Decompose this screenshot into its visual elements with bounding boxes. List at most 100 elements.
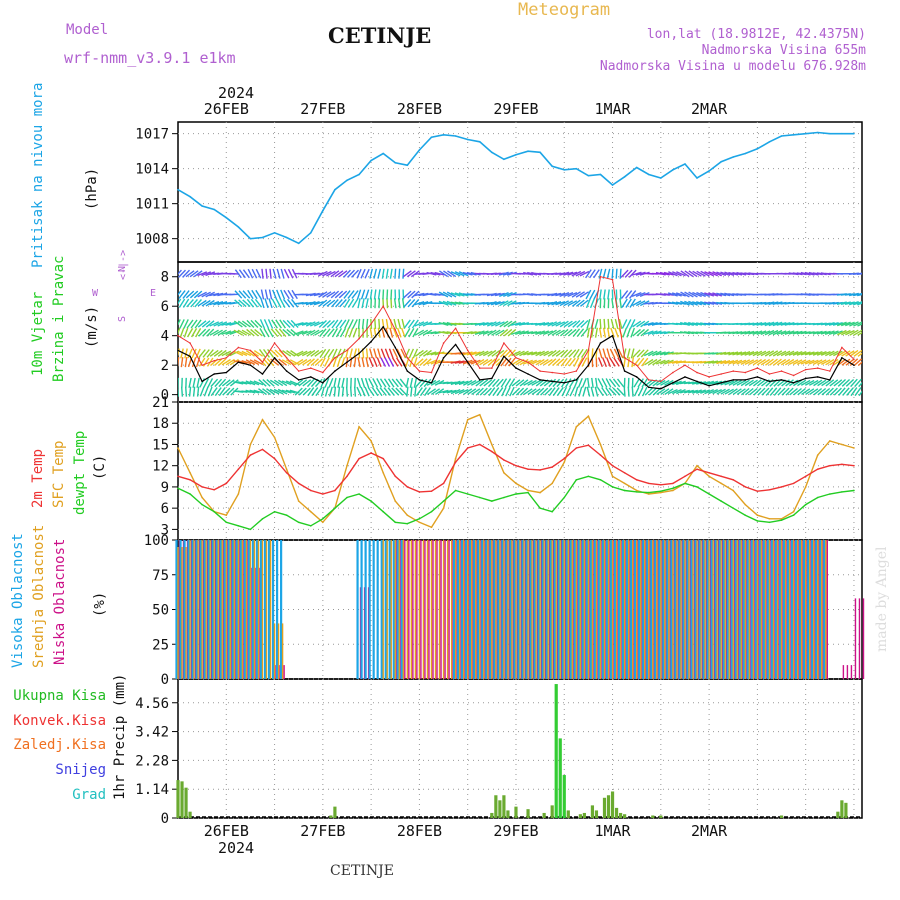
wind-arrow	[322, 299, 332, 307]
temp-sfc-line-point	[503, 471, 505, 474]
wind-tick-label: 6	[161, 299, 169, 315]
wind-arrow	[581, 377, 587, 388]
temp-sfc-line-point	[430, 526, 433, 529]
pressure-line-point	[466, 138, 469, 141]
wind-arrow	[640, 349, 649, 358]
wind-arrow	[796, 350, 807, 356]
wind-arrow	[269, 388, 280, 395]
wind-arrow	[575, 299, 585, 307]
wind-arrow	[543, 350, 553, 357]
temp-sfc-line-point	[792, 510, 795, 513]
wind-arrow	[824, 330, 835, 336]
wind-arrow	[478, 322, 489, 326]
gust-line-point	[358, 337, 360, 340]
wind-arrow	[287, 289, 294, 300]
wind-arrow	[504, 357, 512, 367]
wind-arrow	[629, 319, 636, 329]
wind-arrow	[820, 330, 831, 335]
pressure-line-point	[454, 135, 457, 137]
wind-arrow	[647, 350, 658, 357]
wind-arrow	[310, 358, 319, 367]
temp-sfc-line-point	[309, 510, 312, 513]
pressure-line-point	[635, 166, 638, 169]
panel-frame	[177, 401, 863, 541]
wind-arrow	[383, 387, 391, 396]
wind-arrow	[233, 320, 243, 328]
precip-bar	[494, 795, 498, 818]
day-label-top: 28FEB	[397, 100, 442, 118]
temp-dewpt-line-point	[587, 475, 590, 478]
precip-tick-label: 3.42	[135, 725, 169, 741]
temp-2m-line-point	[237, 468, 240, 471]
wind-arrow	[283, 268, 290, 279]
wind-arrow	[535, 322, 546, 326]
wind-arrow	[330, 270, 340, 278]
wind-arrow	[836, 301, 847, 306]
wind-arrow	[594, 318, 599, 329]
gust-line-point	[478, 367, 481, 369]
wind-arrow	[178, 269, 182, 275]
cloud-tick-label: 75	[152, 568, 169, 584]
compass-arrow: <-|->	[118, 250, 129, 280]
wind-arrow	[800, 359, 811, 365]
wind-arrow	[788, 350, 799, 356]
wind-speed-line-point	[563, 382, 566, 384]
temp-sfc-line-point	[515, 482, 517, 485]
wind-arrow	[535, 358, 545, 366]
wind-arrow	[559, 300, 570, 307]
wind-arrow	[414, 300, 425, 306]
precip-bar	[329, 815, 333, 818]
wind-arrow	[523, 379, 533, 386]
wind-arrow	[637, 378, 644, 388]
wind-arrow	[419, 378, 428, 388]
wind-arrow	[324, 377, 330, 388]
temp-ylabel: 2m Temp	[30, 449, 46, 508]
wind-arrow	[438, 300, 449, 306]
wind-arrow	[301, 350, 312, 357]
wind-speed-line-point	[297, 379, 300, 381]
wind-arrow	[408, 328, 415, 338]
wind-arrow	[683, 389, 695, 394]
wind-arrow	[307, 387, 315, 397]
wind-arrow	[708, 301, 719, 305]
wind-arrow	[503, 328, 513, 337]
wind-arrow	[680, 291, 690, 298]
precip-bar	[566, 810, 570, 818]
wind-arrow	[576, 319, 585, 328]
wind-arrow	[187, 348, 193, 359]
legend-convective-rain: Konvek.Kisa	[13, 713, 106, 729]
temp-2m-line-point	[829, 464, 831, 467]
wind-arrow	[439, 270, 449, 278]
wind-arrow	[289, 359, 300, 366]
wind-arrow	[840, 321, 851, 327]
wind-arrow	[369, 268, 374, 279]
wind-arrow	[849, 358, 859, 367]
wind-arrow	[744, 330, 755, 335]
wind-arrow	[620, 290, 629, 299]
wind-arrow	[470, 331, 481, 335]
wind-arrow	[551, 292, 562, 297]
wind-arrow	[348, 319, 354, 329]
wind-arrow	[180, 357, 184, 368]
wind-speed-line-point	[792, 382, 795, 384]
temp-sfc-line-point	[635, 489, 638, 492]
wind-speed-line-point	[503, 355, 505, 358]
wind-arrow	[253, 380, 264, 386]
plot-area: 26FEB26FEB27FEB27FEB28FEB28FEB29FEB29FEB…	[135, 100, 865, 840]
wind-arrow	[708, 271, 718, 277]
wind-ylabel: 10m Vjetar	[30, 292, 46, 376]
wind-arrow	[559, 320, 569, 328]
wind-arrow	[688, 321, 699, 326]
temp-2m-line-point	[442, 482, 445, 485]
wind-speed-line-point	[829, 379, 831, 381]
gust-line-point	[418, 370, 421, 372]
wind-arrow	[395, 387, 404, 396]
precip-bar	[502, 795, 506, 818]
wind-arrow	[728, 271, 739, 276]
wind-arrow	[587, 377, 590, 388]
temp-2m-line-point	[563, 457, 566, 460]
temp-2m-line-point	[841, 463, 843, 466]
wind-arrow	[306, 358, 315, 367]
wind-arrow	[631, 271, 642, 276]
temp-sfc-line-point	[732, 489, 735, 492]
